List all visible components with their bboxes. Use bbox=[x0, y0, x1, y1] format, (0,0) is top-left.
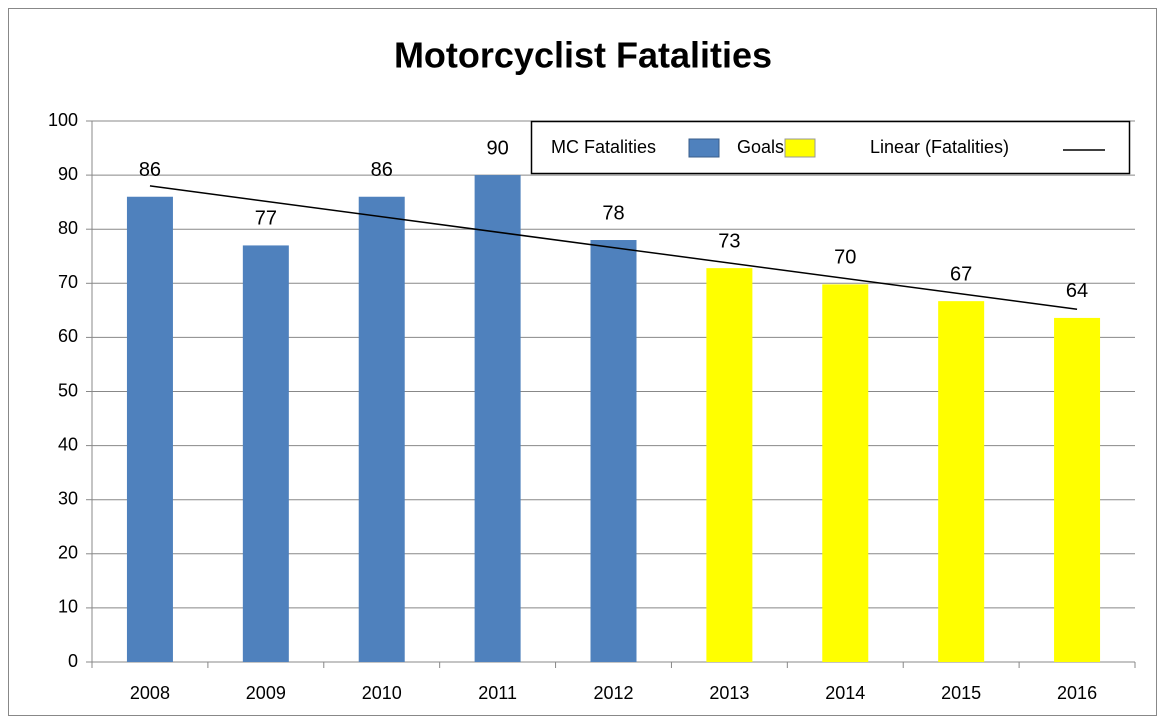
y-tick-label: 60 bbox=[58, 326, 78, 346]
x-tick-label: 2010 bbox=[362, 683, 402, 703]
data-label: 86 bbox=[371, 159, 393, 181]
data-label: 67 bbox=[950, 263, 972, 285]
legend-label: MC Fatalities bbox=[551, 137, 656, 157]
bar bbox=[938, 301, 985, 662]
y-tick-label: 20 bbox=[58, 543, 78, 563]
legend: MC Fatalities Goals Linear (Fatalities) bbox=[530, 120, 1131, 175]
chart-title: Motorcyclist Fatalities bbox=[394, 35, 772, 76]
data-label: 78 bbox=[602, 202, 624, 224]
y-tick-label: 50 bbox=[58, 380, 78, 400]
legend-swatch bbox=[784, 138, 816, 158]
data-label: 70 bbox=[834, 247, 856, 269]
y-tick-label: 100 bbox=[48, 110, 78, 130]
y-tick-label: 40 bbox=[58, 434, 78, 454]
bar bbox=[1054, 317, 1101, 662]
data-label: 77 bbox=[255, 208, 277, 230]
x-tick-label: 2009 bbox=[246, 683, 286, 703]
bar bbox=[590, 240, 637, 662]
x-tick-label: 2014 bbox=[825, 683, 865, 703]
x-tick-label: 2016 bbox=[1057, 683, 1097, 703]
bar bbox=[474, 175, 521, 662]
x-tick-label: 2013 bbox=[709, 683, 749, 703]
bar bbox=[706, 268, 753, 662]
legend-label: Goals bbox=[737, 137, 784, 157]
legend-box bbox=[530, 120, 1131, 175]
data-label: 90 bbox=[486, 137, 508, 159]
bar bbox=[126, 196, 173, 663]
data-label: 64 bbox=[1066, 280, 1088, 302]
x-tick-label: 2008 bbox=[130, 683, 170, 703]
legend-label: Linear (Fatalities) bbox=[870, 137, 1009, 157]
x-tick-label: 2011 bbox=[478, 683, 517, 703]
trendline bbox=[149, 185, 1078, 311]
bar bbox=[358, 196, 405, 663]
y-tick-label: 70 bbox=[58, 272, 78, 292]
data-label: 73 bbox=[718, 230, 740, 252]
y-tick-label: 30 bbox=[58, 488, 78, 508]
data-label: 86 bbox=[139, 159, 161, 181]
y-tick-label: 10 bbox=[58, 597, 78, 617]
x-tick-label: 2015 bbox=[941, 683, 981, 703]
chart-border bbox=[8, 8, 1157, 716]
x-tick-label: 2012 bbox=[593, 683, 633, 703]
y-tick-label: 0 bbox=[68, 651, 78, 671]
y-tick-label: 80 bbox=[58, 218, 78, 238]
legend-swatch bbox=[688, 138, 720, 158]
y-tick-label: 90 bbox=[58, 164, 78, 184]
bar bbox=[822, 284, 869, 662]
bar bbox=[242, 245, 289, 662]
